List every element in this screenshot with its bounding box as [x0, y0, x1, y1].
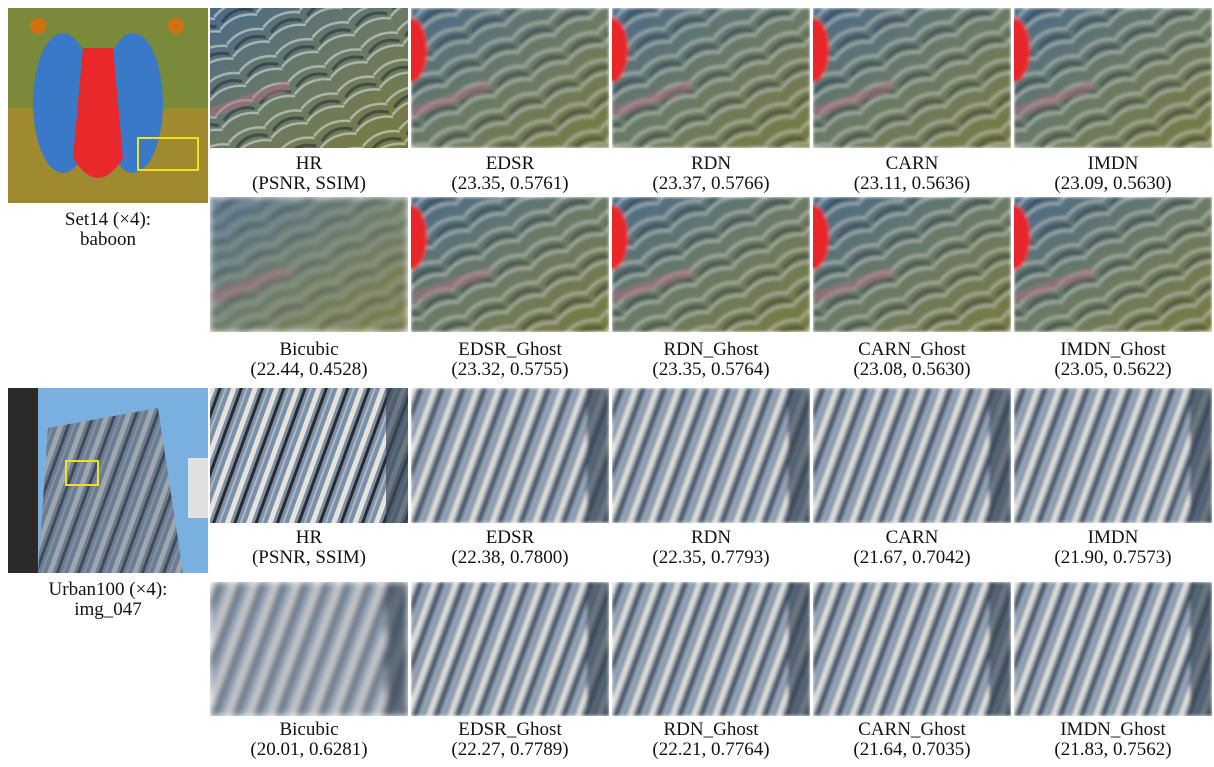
image-patch [813, 197, 1011, 332]
image-patch [612, 197, 810, 332]
image-patch [1014, 388, 1212, 523]
method-label: Bicubic [210, 340, 408, 360]
image-patch [1014, 8, 1212, 148]
source-image [8, 8, 208, 203]
image-patch [210, 8, 408, 148]
metrics-label: (22.35, 0.7793) [612, 548, 810, 568]
method-label: CARN [813, 528, 1011, 548]
metrics-label: (23.35, 0.5764) [612, 360, 810, 380]
metrics-label: (PSNR, SSIM) [210, 548, 408, 568]
method-label: RDN_Ghost [612, 340, 810, 360]
source-name: baboon [0, 230, 216, 250]
metrics-label: (23.05, 0.5622) [1014, 360, 1212, 380]
image-patch [813, 582, 1011, 716]
method-label: CARN_Ghost [813, 720, 1011, 740]
metrics-label: (PSNR, SSIM) [210, 174, 408, 194]
metrics-label: (23.09, 0.5630) [1014, 174, 1212, 194]
image-patch [813, 8, 1011, 148]
source-label: Set14 (×4): [0, 210, 216, 230]
method-label: RDN_Ghost [612, 720, 810, 740]
metrics-label: (22.21, 0.7764) [612, 740, 810, 760]
method-label: IMDN_Ghost [1014, 340, 1212, 360]
image-patch [612, 582, 810, 716]
image-patch [210, 582, 408, 716]
method-label: Bicubic [210, 720, 408, 740]
image-patch [411, 8, 609, 148]
method-label: CARN_Ghost [813, 340, 1011, 360]
method-label: HR [210, 528, 408, 548]
metrics-label: (22.27, 0.7789) [411, 740, 609, 760]
method-label: IMDN [1014, 154, 1212, 174]
metrics-label: (23.35, 0.5761) [411, 174, 609, 194]
image-patch [411, 388, 609, 523]
metrics-label: (20.01, 0.6281) [210, 740, 408, 760]
image-patch [612, 8, 810, 148]
method-label: HR [210, 154, 408, 174]
figure: Set14 (×4):baboonHR(PSNR, SSIM)EDSR(23.3… [0, 0, 1214, 767]
metrics-label: (23.08, 0.5630) [813, 360, 1011, 380]
image-patch [210, 197, 408, 332]
metrics-label: (22.38, 0.7800) [411, 548, 609, 568]
method-label: RDN [612, 528, 810, 548]
image-patch [411, 582, 609, 716]
source-name: img_047 [0, 600, 216, 620]
method-label: RDN [612, 154, 810, 174]
image-patch [210, 388, 408, 523]
image-patch [1014, 582, 1212, 716]
method-label: EDSR_Ghost [411, 340, 609, 360]
method-label: EDSR_Ghost [411, 720, 609, 740]
method-label: CARN [813, 154, 1011, 174]
metrics-label: (21.90, 0.7573) [1014, 548, 1212, 568]
method-label: EDSR [411, 528, 609, 548]
metrics-label: (21.64, 0.7035) [813, 740, 1011, 760]
metrics-label: (22.44, 0.4528) [210, 360, 408, 380]
metrics-label: (21.67, 0.7042) [813, 548, 1011, 568]
method-label: IMDN [1014, 528, 1212, 548]
metrics-label: (23.37, 0.5766) [612, 174, 810, 194]
metrics-label: (23.11, 0.5636) [813, 174, 1011, 194]
source-image [8, 388, 208, 573]
method-label: EDSR [411, 154, 609, 174]
image-patch [411, 197, 609, 332]
source-label: Urban100 (×4): [0, 580, 216, 600]
image-patch [813, 388, 1011, 523]
metrics-label: (21.83, 0.7562) [1014, 740, 1212, 760]
metrics-label: (23.32, 0.5755) [411, 360, 609, 380]
image-patch [612, 388, 810, 523]
method-label: IMDN_Ghost [1014, 720, 1212, 740]
image-patch [1014, 197, 1212, 332]
